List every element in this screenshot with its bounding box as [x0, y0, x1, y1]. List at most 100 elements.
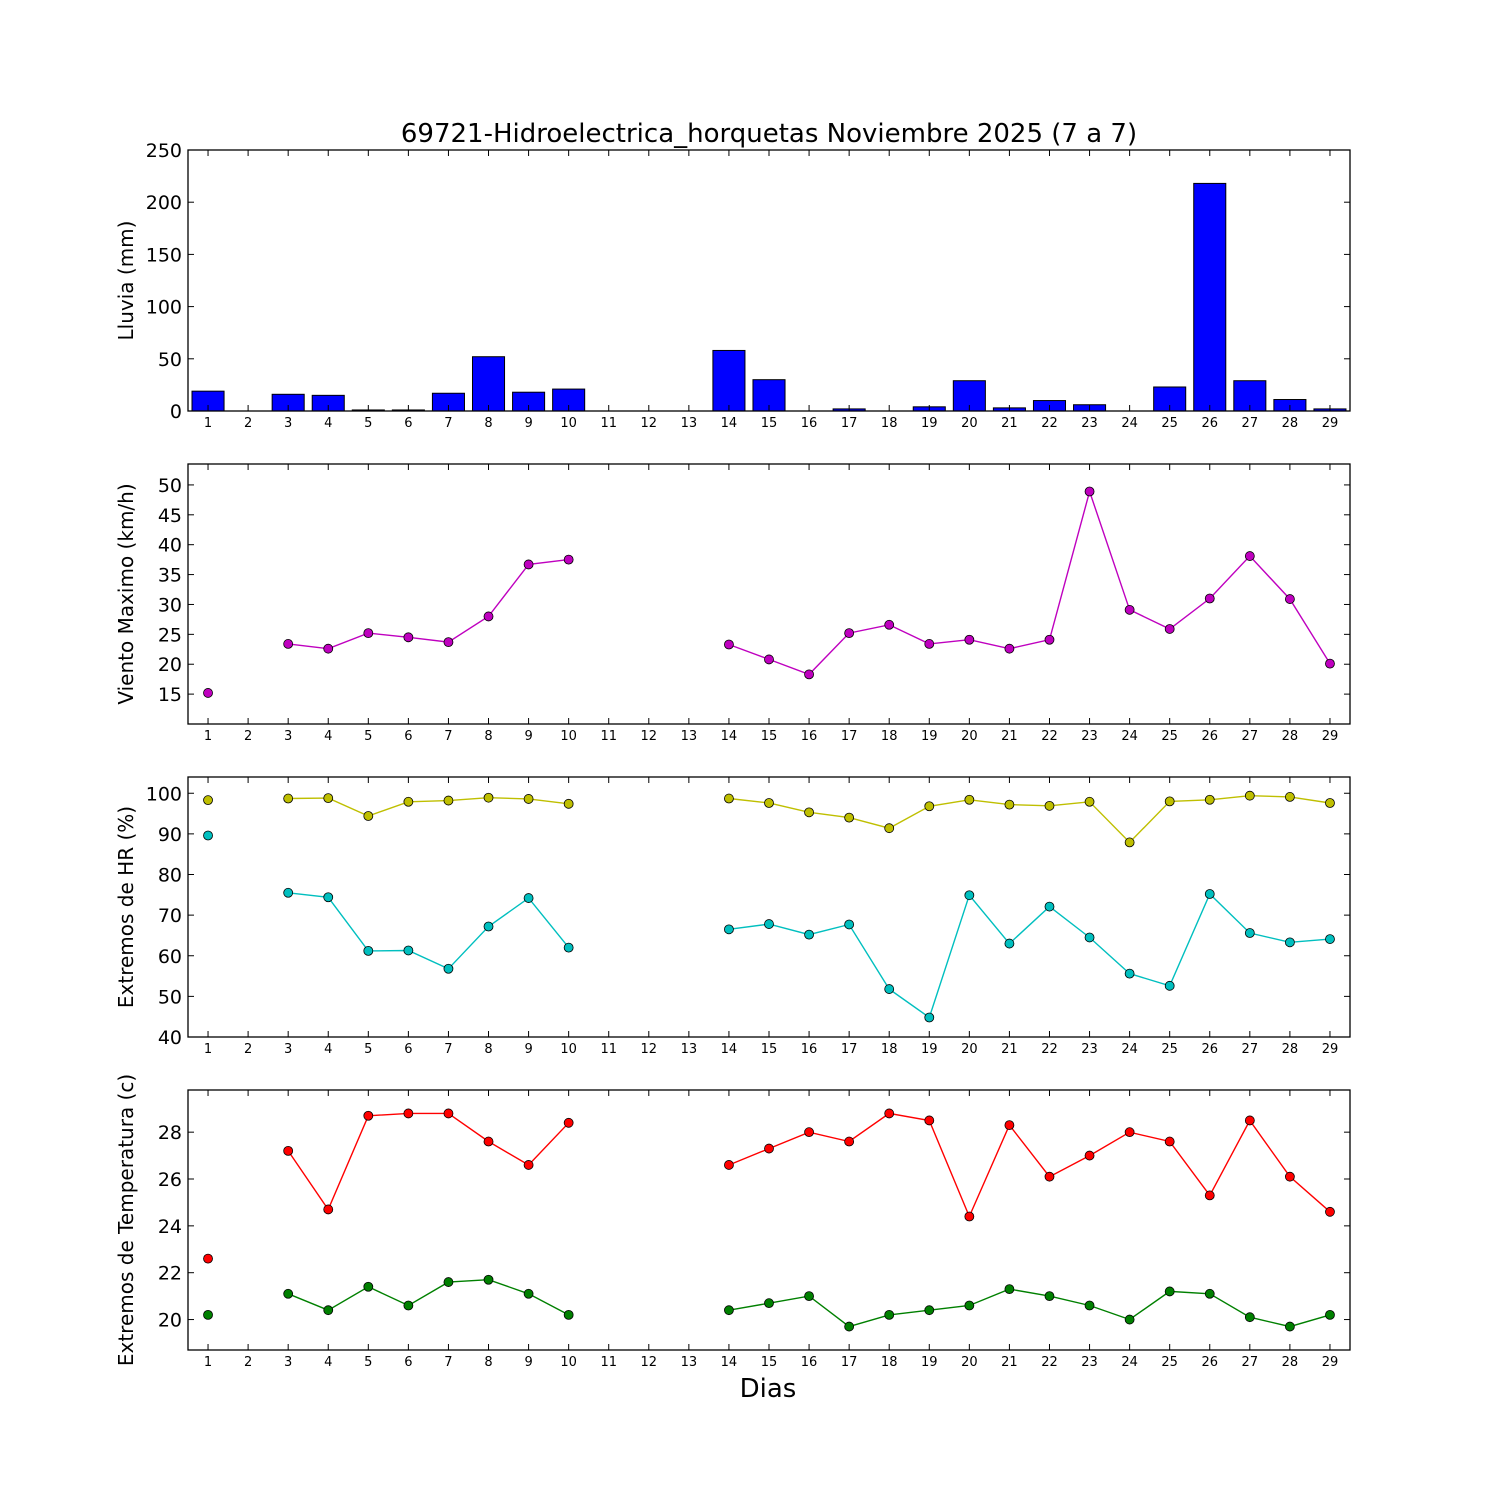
x-tick-label-temperatura: 11 [600, 1355, 617, 1370]
series-line-hr-maxima [288, 794, 1331, 844]
point-hr-maxima-day-7 [443, 795, 454, 806]
x-tick-label-lluvia: 10 [560, 416, 577, 431]
point-hr-maxima-day-8 [483, 792, 494, 803]
x-tick-label-viento: 21 [1001, 729, 1018, 744]
x-tick-label-lluvia: 26 [1201, 416, 1218, 431]
series-line-temperatura-maxima [287, 1112, 1331, 1219]
point-hr-minima-day-10 [563, 942, 574, 953]
point-temperatura-minima-day-1 [203, 1309, 213, 1320]
chart-title: 69721-Hidroelectrica_horquetas Noviembre… [401, 119, 1137, 149]
point-hr-minima-day-25 [1164, 980, 1175, 991]
x-axis-label: Dias [740, 1374, 797, 1404]
point-temperatura-minima-day-10 [563, 1309, 574, 1320]
y-tick-label-hr: 70 [158, 905, 182, 927]
point-hr-maxima-day-25 [1164, 796, 1175, 807]
x-tick-label-hr: 17 [841, 1042, 858, 1057]
point-hr-minima-day-23 [1084, 932, 1095, 943]
x-tick-label-viento: 27 [1242, 729, 1259, 744]
x-tick-label-temperatura: 4 [324, 1355, 332, 1370]
point-temperatura-maxima-day-17 [844, 1136, 855, 1147]
x-tick-label-lluvia: 13 [681, 416, 698, 431]
point-hr-minima-day-1 [203, 830, 213, 841]
x-tick-label-viento: 12 [641, 729, 658, 744]
point-hr-minima-day-29 [1325, 934, 1335, 944]
x-tick-label-hr: 18 [881, 1042, 898, 1057]
y-tick-label-viento: 35 [158, 565, 182, 587]
x-tick-label-viento: 20 [961, 729, 978, 744]
x-tick-label-lluvia: 19 [921, 416, 938, 431]
point-viento-maximo-day-1 [203, 688, 213, 698]
x-tick-label-lluvia: 29 [1322, 416, 1339, 431]
x-tick-label-lluvia: 1 [204, 416, 212, 431]
point-hr-minima-day-27 [1244, 928, 1255, 938]
y-tick-label-hr: 60 [158, 946, 182, 968]
point-hr-maxima-day-17 [844, 812, 855, 823]
y-tick-label-temperatura: 22 [158, 1263, 182, 1285]
y-tick-label-temperatura: 26 [158, 1169, 182, 1191]
x-tick-label-hr: 10 [560, 1042, 577, 1057]
x-tick-label-lluvia: 24 [1121, 416, 1138, 431]
point-viento-maximo-day-28 [1284, 594, 1295, 604]
point-hr-minima-day-21 [1004, 938, 1015, 949]
point-viento-maximo-day-6 [403, 632, 414, 643]
point-viento-maximo-day-29 [1325, 658, 1335, 669]
x-tick-label-temperatura: 16 [801, 1355, 818, 1370]
point-viento-maximo-day-19 [924, 639, 935, 649]
x-tick-label-temperatura: 26 [1201, 1355, 1218, 1370]
point-hr-minima-day-9 [523, 893, 534, 903]
point-hr-maxima-day-29 [1325, 798, 1335, 808]
x-tick-label-temperatura: 3 [284, 1355, 292, 1370]
point-viento-maximo-day-4 [323, 643, 334, 654]
x-tick-label-viento: 2 [244, 729, 252, 744]
point-viento-maximo-day-27 [1244, 551, 1255, 561]
x-tick-label-viento: 7 [444, 729, 452, 744]
x-tick-label-hr: 13 [681, 1042, 698, 1057]
x-tick-label-hr: 27 [1242, 1042, 1259, 1057]
x-tick-label-viento: 19 [921, 729, 938, 744]
point-temperatura-minima-day-27 [1244, 1312, 1255, 1323]
x-tick-label-lluvia: 12 [641, 416, 658, 431]
y-axis-label-viento: Viento Maximo (km/h) [114, 483, 138, 704]
bar-day-8 [471, 356, 506, 412]
point-hr-maxima-day-28 [1284, 792, 1295, 802]
bar-day-26 [1193, 182, 1227, 412]
point-temperatura-maxima-day-24 [1124, 1127, 1135, 1138]
x-tick-label-lluvia: 21 [1001, 416, 1018, 431]
x-tick-label-temperatura: 24 [1121, 1355, 1138, 1370]
point-viento-maximo-day-14 [724, 639, 734, 650]
y-tick-label-lluvia: 150 [146, 244, 182, 266]
point-viento-maximo-day-20 [964, 634, 975, 645]
point-temperatura-minima-day-20 [964, 1300, 975, 1311]
point-temperatura-maxima-day-4 [323, 1204, 334, 1215]
point-viento-maximo-day-23 [1084, 486, 1095, 497]
x-tick-label-temperatura: 15 [761, 1355, 778, 1370]
x-tick-label-hr: 24 [1121, 1042, 1138, 1057]
point-temperatura-maxima-day-6 [403, 1108, 414, 1119]
y-tick-label-temperatura: 28 [158, 1122, 182, 1144]
x-tick-label-temperatura: 22 [1041, 1355, 1058, 1370]
x-tick-label-temperatura: 8 [484, 1355, 492, 1370]
point-hr-minima-day-18 [884, 984, 895, 994]
x-tick-label-hr: 22 [1041, 1042, 1058, 1057]
x-tick-label-temperatura: 6 [404, 1355, 412, 1370]
x-tick-label-hr: 29 [1322, 1042, 1339, 1057]
x-tick-label-hr: 21 [1001, 1042, 1018, 1057]
y-tick-label-viento: 30 [158, 594, 182, 616]
x-tick-label-hr: 1 [204, 1042, 212, 1057]
x-tick-label-hr: 12 [641, 1042, 658, 1057]
series-line-viento-maximo [288, 489, 1331, 676]
x-tick-label-viento: 25 [1161, 729, 1178, 744]
x-tick-label-temperatura: 29 [1322, 1355, 1339, 1370]
x-tick-label-viento: 23 [1081, 729, 1098, 744]
x-tick-label-lluvia: 20 [961, 416, 978, 431]
x-tick-label-viento: 15 [761, 729, 778, 744]
point-temperatura-minima-day-3 [283, 1288, 294, 1299]
point-hr-maxima-day-1 [203, 795, 213, 806]
point-temperatura-minima-day-25 [1164, 1286, 1175, 1297]
x-tick-label-temperatura: 27 [1242, 1355, 1259, 1370]
x-tick-label-lluvia: 11 [600, 416, 617, 431]
x-tick-label-temperatura: 28 [1282, 1355, 1299, 1370]
point-temperatura-maxima-day-23 [1084, 1150, 1095, 1161]
